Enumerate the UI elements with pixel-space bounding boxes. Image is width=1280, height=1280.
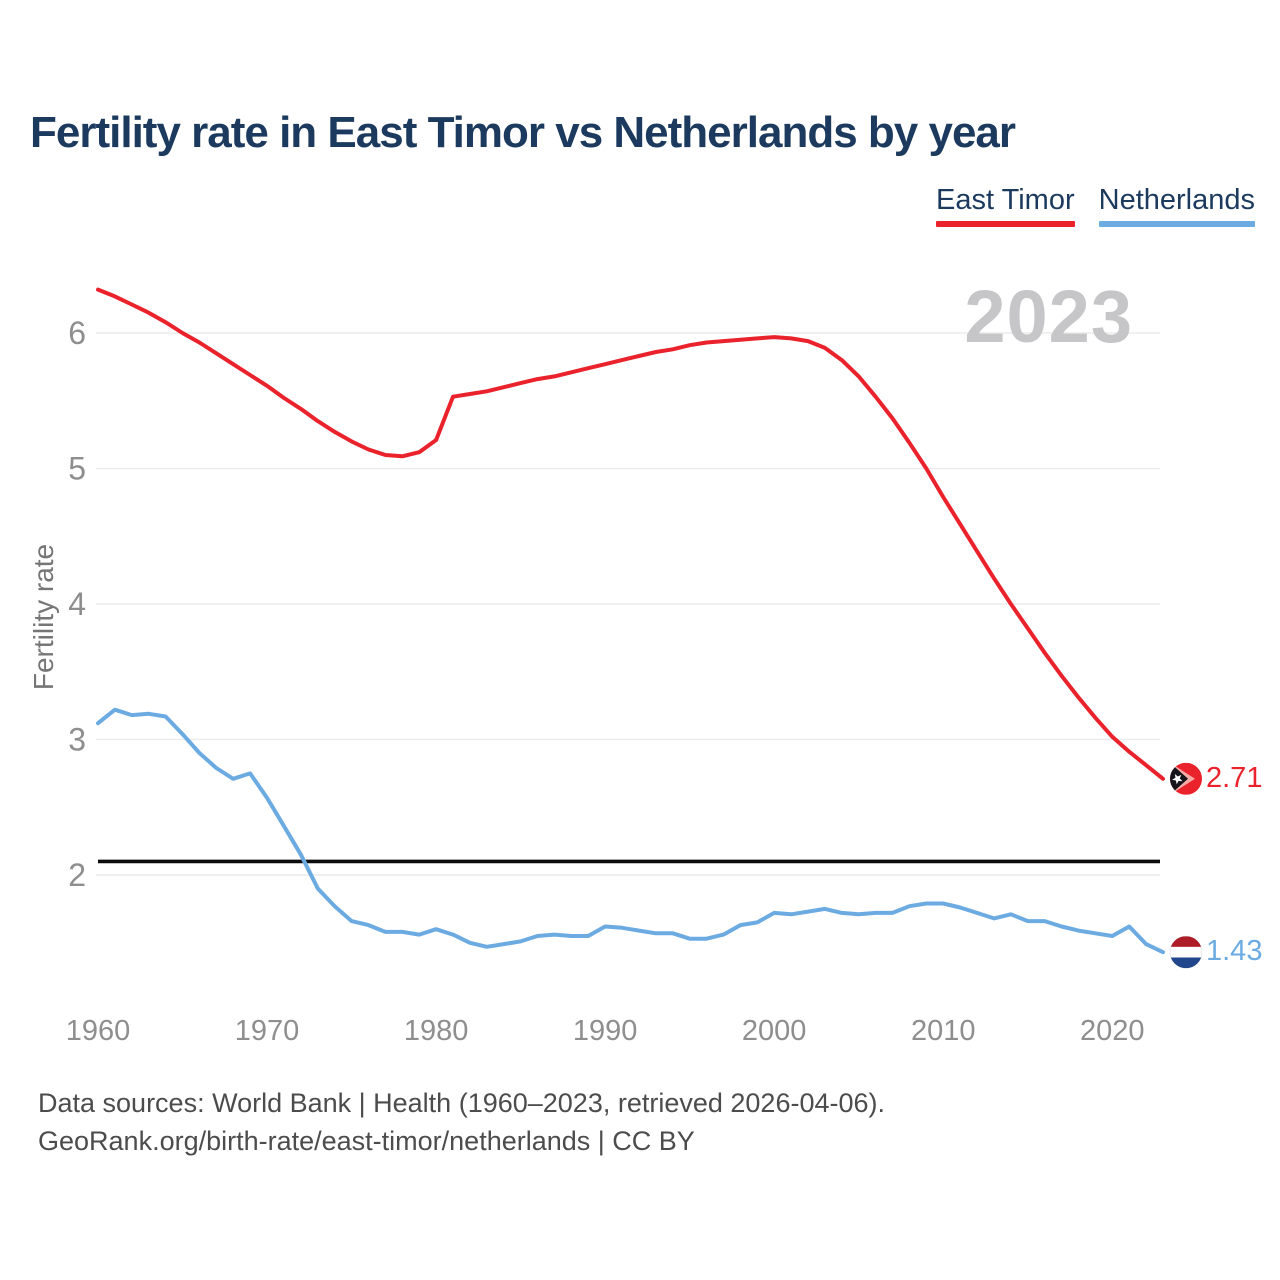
east-timor-color-swatch <box>936 221 1075 227</box>
series-line-netherlands <box>96 707 1165 955</box>
x-tick-2010: 2010 <box>911 1015 976 1047</box>
legend-label-netherlands: Netherlands <box>1098 184 1255 216</box>
page-title: Fertility rate in East Timor vs Netherla… <box>30 108 1016 157</box>
legend-item-east-timor[interactable]: East Timor <box>936 186 1075 227</box>
series-lines-group <box>96 287 1165 955</box>
y-tick-6: 6 <box>68 315 86 351</box>
data-source-line-2: GeoRank.org/birth-rate/east-timor/nether… <box>38 1126 695 1156</box>
y-tick-5: 5 <box>68 451 86 487</box>
y-tick-4: 4 <box>68 586 86 622</box>
y-axis-title: Fertility rate <box>28 543 59 691</box>
value-label-east-timor: 2.71 <box>1206 761 1263 794</box>
legend: East Timor Netherlands <box>936 186 1255 227</box>
y-tick-3: 3 <box>68 722 86 758</box>
netherlands-color-swatch <box>1098 221 1255 227</box>
x-tick-1990: 1990 <box>573 1015 638 1047</box>
value-label-netherlands: 1.43 <box>1206 935 1263 968</box>
fertility-line-chart: 6 5 4 3 2 1960 1970 1980 1990 2000 2010 2020 <box>66 287 1203 1047</box>
watermark-year: 2023 <box>964 275 1133 358</box>
east-timor-flag-icon <box>1170 762 1202 795</box>
x-tick-2000: 2000 <box>742 1015 807 1047</box>
east-timor-star-icon <box>1172 773 1183 785</box>
y-axis-tick-labels: 6 5 4 3 2 <box>68 315 86 893</box>
x-axis-tick-labels: 1960 1970 1980 1990 2000 2010 2020 <box>66 1015 1145 1047</box>
gridlines-group <box>96 332 1160 876</box>
legend-label-east-timor: East Timor <box>936 184 1075 216</box>
x-tick-1970: 1970 <box>235 1015 300 1047</box>
legend-item-netherlands[interactable]: Netherlands <box>1098 184 1255 227</box>
x-tick-2020: 2020 <box>1080 1015 1145 1047</box>
x-tick-1980: 1980 <box>404 1015 469 1047</box>
series-line-east-timor <box>96 287 1165 781</box>
netherlands-flag-icon <box>1169 935 1203 969</box>
data-source-line-1: Data sources: World Bank | Health (1960–… <box>38 1088 885 1118</box>
y-tick-2: 2 <box>68 857 86 893</box>
x-tick-1960: 1960 <box>66 1015 131 1047</box>
